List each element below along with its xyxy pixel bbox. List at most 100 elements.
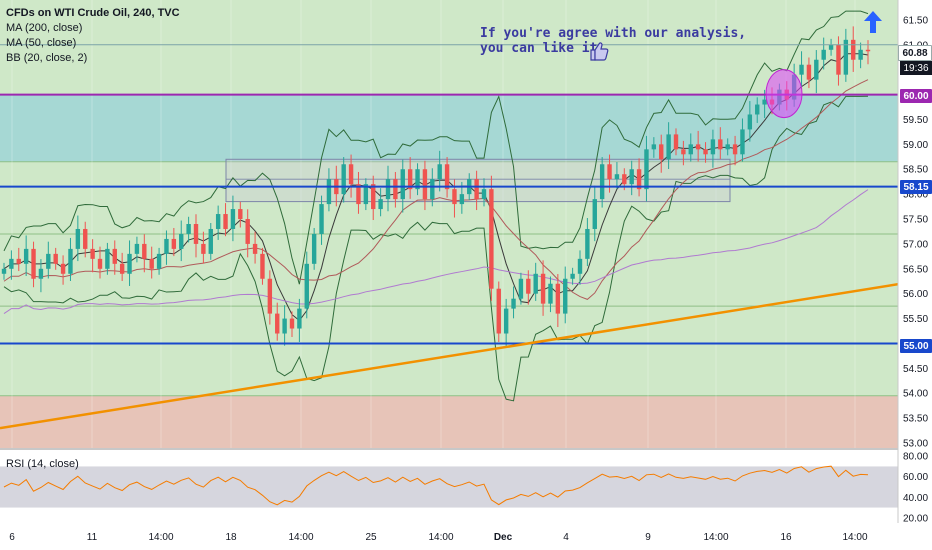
price-tick-label: 61.50 bbox=[903, 15, 928, 26]
price-tick-label: 59.00 bbox=[903, 140, 928, 151]
candle-body bbox=[127, 253, 132, 274]
candle-body bbox=[695, 144, 701, 150]
candle-body bbox=[585, 228, 590, 259]
time-tick-label: 25 bbox=[365, 532, 377, 543]
candle-body bbox=[430, 179, 435, 200]
candle-body bbox=[533, 273, 538, 294]
candle-body bbox=[651, 144, 657, 150]
price-tick-label: 53.00 bbox=[903, 439, 928, 450]
candle-body bbox=[223, 214, 228, 229]
candle-body bbox=[97, 258, 103, 269]
candle-body bbox=[799, 64, 804, 75]
candle-body bbox=[452, 189, 457, 205]
candle-body bbox=[459, 194, 465, 205]
candle-body bbox=[710, 139, 716, 155]
candle-body bbox=[83, 228, 88, 249]
legend-ma200[interactable]: MA (200, close) bbox=[6, 22, 83, 34]
candle-body bbox=[38, 268, 44, 279]
ascending-trendline bbox=[0, 277, 932, 430]
countdown-tag: 19:36 bbox=[900, 61, 932, 75]
candle-body bbox=[843, 39, 849, 75]
zone-top bbox=[0, 0, 898, 95]
candle-body bbox=[245, 219, 250, 244]
time-tick-label: 6 bbox=[9, 532, 15, 543]
candle-body bbox=[23, 248, 29, 264]
candle-body bbox=[260, 253, 265, 279]
last-price-tag: 60.88 bbox=[898, 45, 932, 61]
time-tick-label: 9 bbox=[645, 532, 651, 543]
candle-body bbox=[193, 224, 199, 244]
candle-body bbox=[555, 283, 561, 314]
candle-body bbox=[740, 129, 745, 155]
candle-body bbox=[363, 184, 369, 205]
candle-body bbox=[142, 243, 147, 259]
candle-body bbox=[215, 214, 221, 229]
trendline[interactable] bbox=[0, 277, 932, 430]
candle-body bbox=[725, 144, 730, 150]
price-tick-label: 54.00 bbox=[903, 389, 928, 400]
candle-body bbox=[171, 238, 177, 249]
candle-body bbox=[821, 49, 826, 60]
time-tick-label: 11 bbox=[87, 532, 98, 543]
analysis-note[interactable]: If you're agree with our analysis, you c… bbox=[480, 26, 746, 56]
candle-body bbox=[378, 199, 383, 210]
legend-bb[interactable]: BB (20, close, 2) bbox=[6, 52, 88, 64]
ma200-line bbox=[3, 189, 869, 315]
time-axis-bg bbox=[0, 523, 932, 550]
legend-rsi[interactable]: RSI (14, close) bbox=[6, 458, 79, 470]
candle-body bbox=[164, 238, 169, 254]
price-tag-58-15: 58.15 bbox=[900, 180, 932, 194]
time-tick-label: 18 bbox=[225, 532, 237, 543]
candle-body bbox=[371, 184, 376, 210]
candle-body bbox=[201, 243, 206, 254]
ma50-line bbox=[3, 79, 869, 300]
candle-body bbox=[156, 253, 162, 269]
rsi-panel bbox=[0, 448, 932, 523]
horizontal-levels[interactable] bbox=[0, 44, 898, 345]
candle-body bbox=[673, 134, 679, 150]
candle-body bbox=[105, 248, 110, 269]
up-arrow-icon[interactable] bbox=[862, 10, 884, 34]
candle-body bbox=[858, 49, 863, 60]
candle-body bbox=[762, 99, 767, 105]
time-tick-label: 16 bbox=[780, 532, 792, 543]
highlight-ellipse[interactable] bbox=[765, 69, 803, 119]
candle-body bbox=[289, 318, 295, 329]
price-tick-label: 53.50 bbox=[903, 414, 928, 425]
analysis-note-line2: you can like it bbox=[480, 41, 598, 56]
candle-body bbox=[526, 278, 531, 294]
price-tick-label: 59.50 bbox=[903, 115, 928, 126]
candle-body bbox=[230, 209, 236, 229]
time-tick-label: 14:00 bbox=[703, 532, 728, 543]
candle-body bbox=[444, 164, 450, 190]
price-tick-label: 56.50 bbox=[903, 264, 928, 275]
price-tick-label: 54.50 bbox=[903, 364, 928, 375]
candle-body bbox=[511, 298, 516, 309]
candle-body bbox=[607, 164, 612, 180]
candle-body bbox=[437, 164, 442, 180]
candle-body bbox=[90, 248, 95, 259]
candle-body bbox=[1, 268, 7, 274]
rsi-band bbox=[0, 466, 898, 508]
candle-body bbox=[548, 283, 553, 304]
legend-ma50[interactable]: MA (50, close) bbox=[6, 37, 77, 49]
candle-body bbox=[599, 164, 605, 200]
analysis-note-line1: If you're agree with our analysis, bbox=[480, 26, 747, 41]
candle-body bbox=[31, 248, 36, 279]
candle-body bbox=[297, 308, 302, 329]
candle-body bbox=[415, 169, 420, 190]
candle-body bbox=[282, 318, 287, 334]
thumbs-up-icon[interactable] bbox=[588, 40, 610, 62]
candle-body bbox=[577, 258, 583, 274]
candle-body bbox=[134, 243, 140, 254]
candle-body bbox=[252, 243, 258, 254]
candle-body bbox=[659, 144, 664, 160]
price-tick-label: 55.50 bbox=[903, 314, 928, 325]
price-tick-label: 58.50 bbox=[903, 165, 928, 176]
time-tick-label: Dec bbox=[494, 532, 513, 543]
candle-body bbox=[732, 144, 738, 155]
candle-body bbox=[718, 139, 723, 150]
candle-body bbox=[629, 169, 634, 185]
